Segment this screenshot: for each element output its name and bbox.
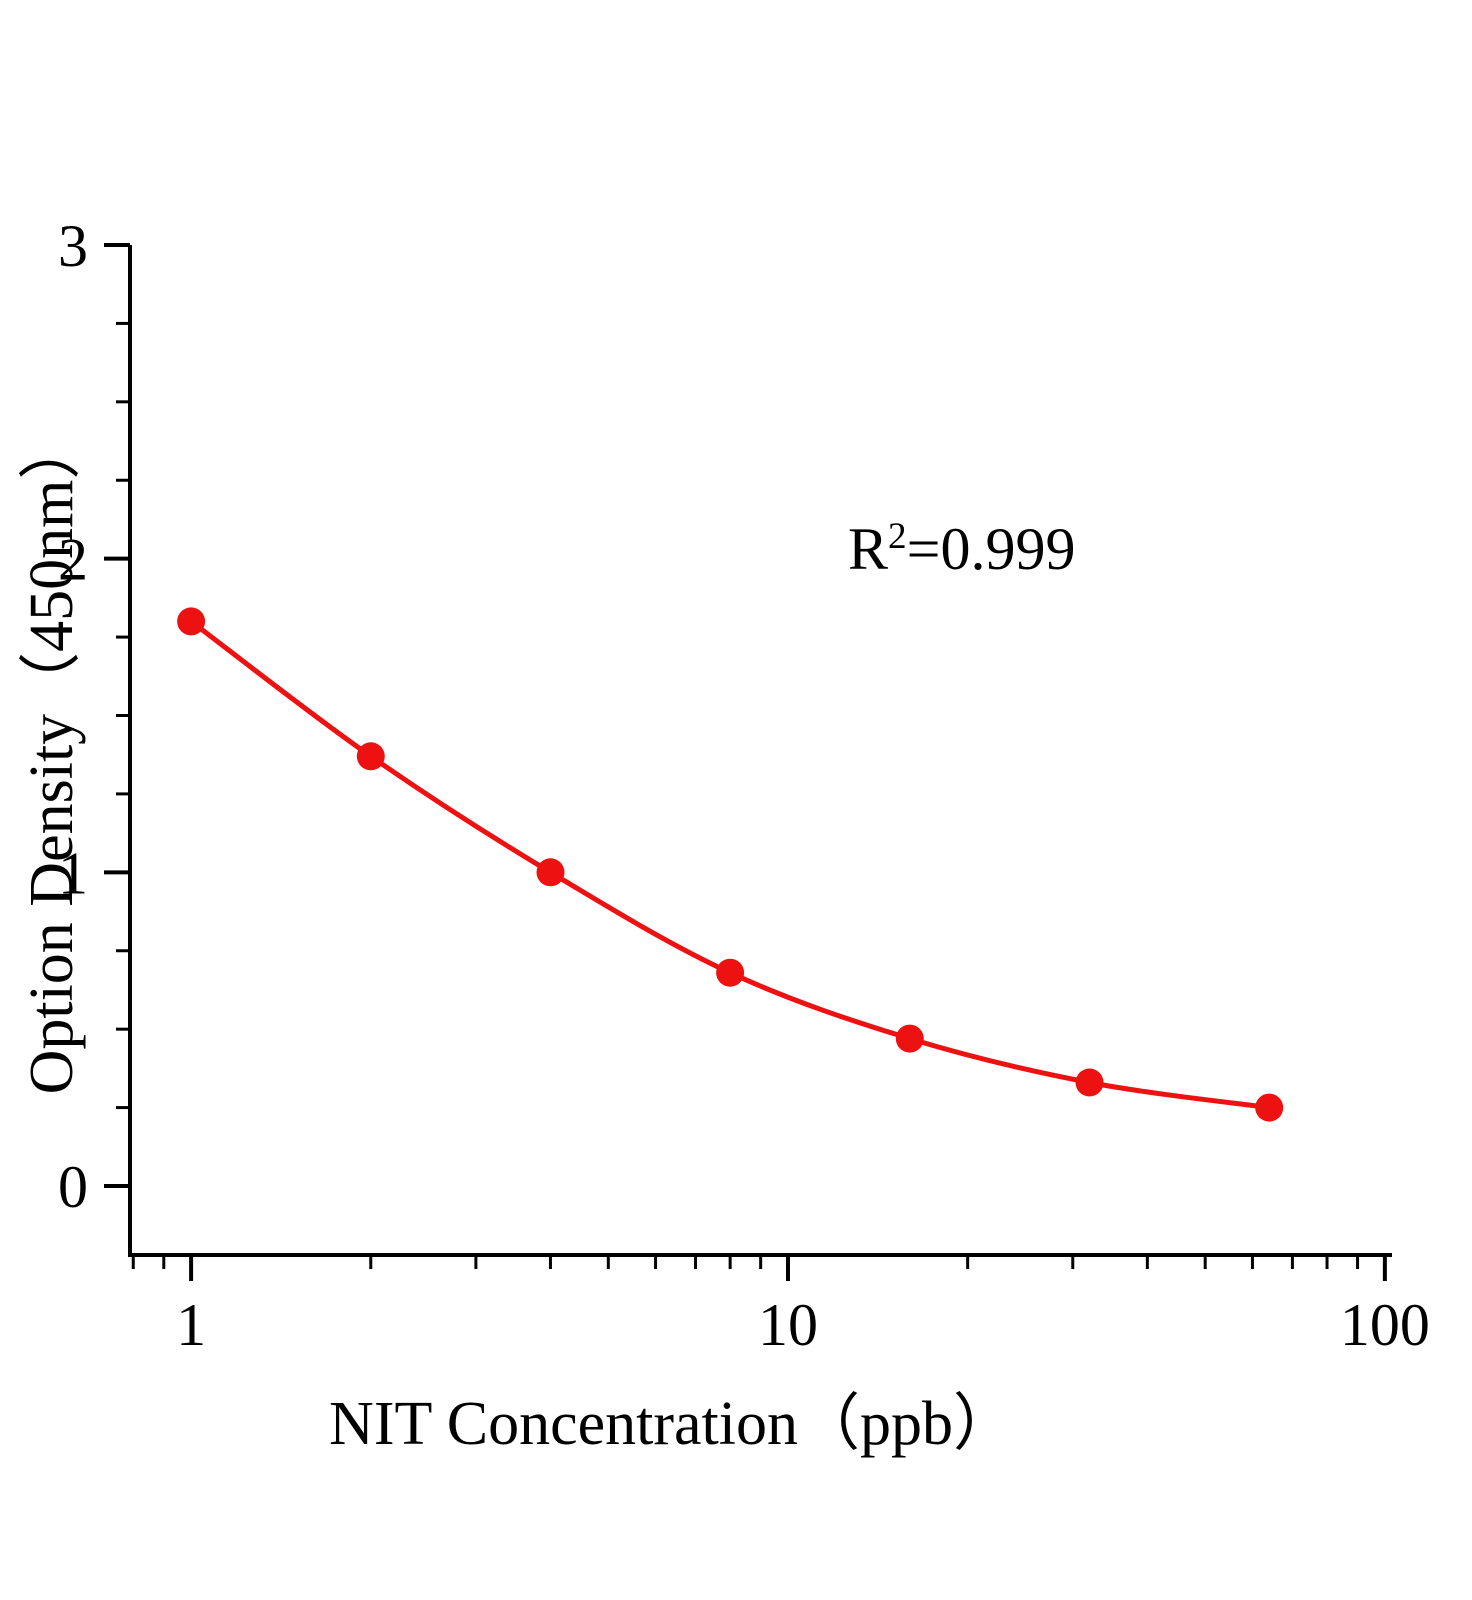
data-curve	[188, 618, 1272, 1111]
x-axis-title: NIT Concentration（ppb）	[329, 1390, 1015, 1458]
y-tick-label: 1	[58, 840, 88, 906]
r-squared-base: R	[848, 516, 889, 582]
y-tick-label: 3	[58, 213, 88, 279]
data-point	[1255, 1093, 1284, 1122]
data-point	[1075, 1068, 1104, 1097]
x-tick-label: 10	[758, 1292, 818, 1358]
data-point	[716, 958, 745, 987]
r-squared-superscript: 2	[888, 516, 907, 557]
y-tick-label: 2	[58, 527, 88, 593]
data-point	[177, 607, 206, 636]
r-squared-value: =0.999	[906, 516, 1076, 582]
y-axis-title: Option Density（450nm）	[18, 417, 86, 1095]
y-tick-label: 0	[58, 1154, 88, 1220]
x-tick-label: 1	[176, 1292, 206, 1358]
data-point	[536, 858, 565, 887]
x-tick-label: 100	[1340, 1292, 1430, 1358]
data-point	[895, 1024, 924, 1053]
data-point	[356, 742, 385, 771]
r-squared-annotation: R2=0.999	[848, 515, 1075, 584]
